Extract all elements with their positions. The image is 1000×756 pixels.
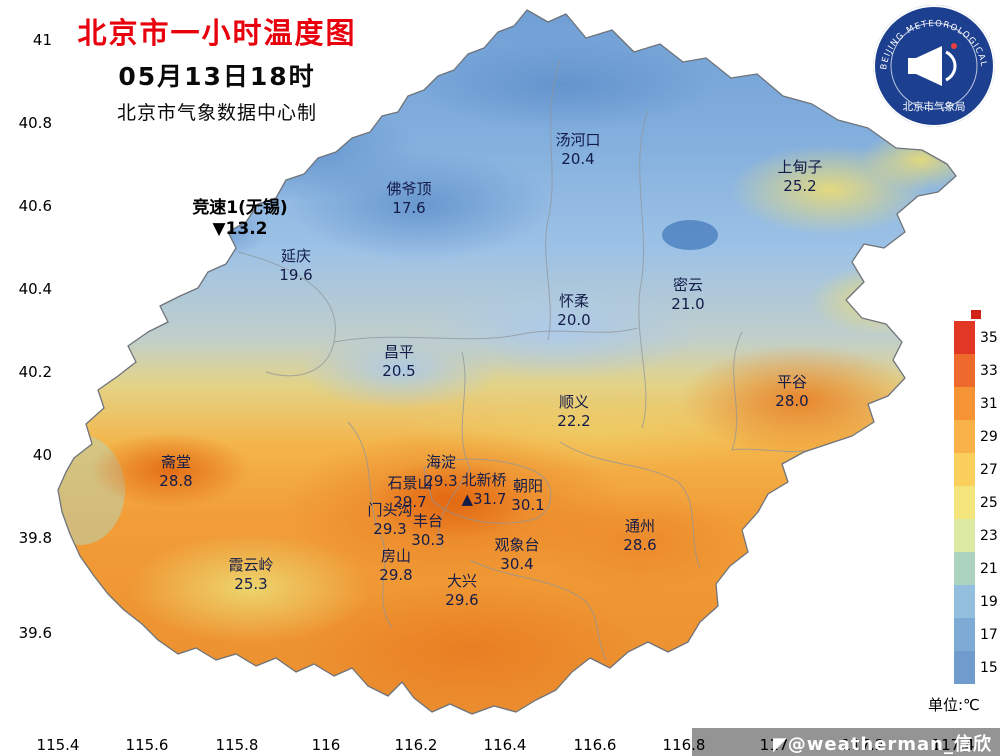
map-station: 斋堂 28.8 [159, 453, 193, 490]
map-station: 霞云岭 25.3 [228, 556, 274, 593]
lat-tick-label: 40.6 [18, 197, 52, 215]
map-station: 怀柔 20.0 [557, 292, 591, 329]
legend-color-swatch [954, 552, 975, 585]
legend-color-swatch [954, 585, 975, 618]
map-station: 朝阳 30.1 [511, 477, 545, 514]
map-station: 石景山 29.7 [387, 474, 433, 511]
legend-tick-label: 31 [980, 395, 998, 412]
legend-tick-label: 33 [980, 362, 998, 379]
logo-bottom-text: 北京市气象局 [903, 100, 966, 113]
lon-tick-label: 116.4 [483, 736, 527, 754]
legend-color-swatch [954, 420, 975, 453]
map-station: 平谷 28.0 [775, 373, 809, 410]
met-service-logo: BEIJING METEOROLOGICAL SERVICE 北京市气象局 [864, 0, 1000, 134]
legend-row: 25 [954, 486, 998, 519]
min-temp-label: 竞速1(无锡) [192, 198, 288, 218]
lat-tick-label: 40.8 [18, 114, 52, 132]
legend-color-swatch [954, 453, 975, 486]
legend-row: 15 [954, 651, 998, 684]
map-datetime: 05月13日18时 [118, 62, 316, 91]
legend-row: 27 [954, 453, 998, 486]
lat-tick-label: 39.6 [18, 624, 52, 642]
min-temp-annotation: 竞速1(无锡) ▼13.2 [192, 198, 287, 241]
map-station: 密云 21.0 [671, 276, 705, 313]
map-station: 通州 28.6 [623, 517, 657, 554]
lat-tick-label: 40 [32, 446, 52, 464]
temperature-surface [58, 10, 956, 714]
lon-tick-label: 116.8 [662, 736, 706, 754]
legend-tick-label: 21 [980, 560, 998, 577]
legend-color-swatch [954, 519, 975, 552]
map-station: 延庆 19.6 [279, 247, 313, 284]
lon-tick-label: 117 [759, 736, 789, 754]
legend-top-marker [970, 310, 981, 319]
map-station: 北新桥 ▲31.7 [461, 471, 507, 508]
legend-row: 17 [954, 618, 998, 651]
legend-row: 19 [954, 585, 998, 618]
legend-tick-label: 23 [980, 527, 998, 544]
lat-tick-label: 41 [32, 31, 52, 49]
legend-color-swatch [954, 651, 975, 684]
map-station: 上甸子 25.2 [777, 158, 823, 195]
legend-row: 29 [954, 420, 998, 453]
map-station: 观象台 30.4 [494, 536, 540, 573]
watermark: ◤@weatherman_信欣 [772, 734, 992, 755]
miyun-reservoir [662, 220, 718, 250]
legend-color-swatch [954, 618, 975, 651]
legend-unit-label: 单位:℃ [928, 696, 980, 714]
lat-tick-label: 40.4 [18, 280, 52, 298]
legend-row: 35 [954, 321, 998, 354]
lon-tick-label: 115.6 [125, 736, 169, 754]
temperature-legend: 35 33 31 29 27 25 23 21 19 17 [928, 310, 998, 715]
map-station: 门头沟 29.3 [367, 501, 413, 538]
map-station: 房山 29.8 [379, 547, 413, 584]
map-source: 北京市气象数据中心制 [116, 102, 317, 124]
map-station: 汤河口 20.4 [555, 131, 601, 168]
legend-row: 23 [954, 519, 998, 552]
legend-tick-label: 35 [980, 329, 998, 346]
legend-color-swatch [954, 354, 975, 387]
lon-tick-label: 115.8 [215, 736, 259, 754]
legend-color-swatch [954, 387, 975, 420]
lon-tick-label: 116.2 [394, 736, 438, 754]
legend-color-swatch [954, 486, 975, 519]
district-boundaries [237, 59, 827, 661]
legend-tick-label: 17 [980, 626, 998, 643]
legend-tick-label: 19 [980, 593, 998, 610]
horn-icon [908, 43, 957, 86]
legend-row: 33 [954, 354, 998, 387]
lon-tick-label: 115.4 [36, 736, 80, 754]
page-title: 北京市一小时温度图 [77, 16, 357, 50]
map-header: 北京市一小时温度图 05月13日18时 北京市气象数据中心制 [52, 10, 382, 125]
lat-tick-label: 39.8 [18, 529, 52, 547]
legend-tick-label: 27 [980, 461, 998, 478]
legend-tick-label: 29 [980, 428, 998, 445]
map-station: 海淀 29.3 [424, 453, 458, 490]
map-station: 佛爷顶 17.6 [386, 180, 432, 217]
legend-color-swatch [954, 321, 975, 354]
min-temp-value: ▼13.2 [212, 219, 268, 240]
legend-tick-label: 15 [980, 659, 998, 676]
beijing-boundary [57, 9, 957, 715]
map-station: 顺义 22.2 [557, 393, 591, 430]
map-station: 昌平 20.5 [382, 343, 416, 380]
legend-tick-label: 25 [980, 494, 998, 511]
lon-tick-label: 116.6 [573, 736, 617, 754]
legend-row: 21 [954, 552, 998, 585]
lon-tick-label: 117.2 [841, 736, 885, 754]
lon-tick-label: 116 [311, 736, 341, 754]
watermark-bar [692, 728, 1000, 756]
map-station: 大兴 29.6 [445, 572, 479, 609]
map-station: 丰台 30.3 [411, 512, 445, 549]
legend-row: 31 [954, 387, 998, 420]
lon-tick-label: 117.4 [931, 736, 975, 754]
lat-tick-label: 40.2 [18, 363, 52, 381]
